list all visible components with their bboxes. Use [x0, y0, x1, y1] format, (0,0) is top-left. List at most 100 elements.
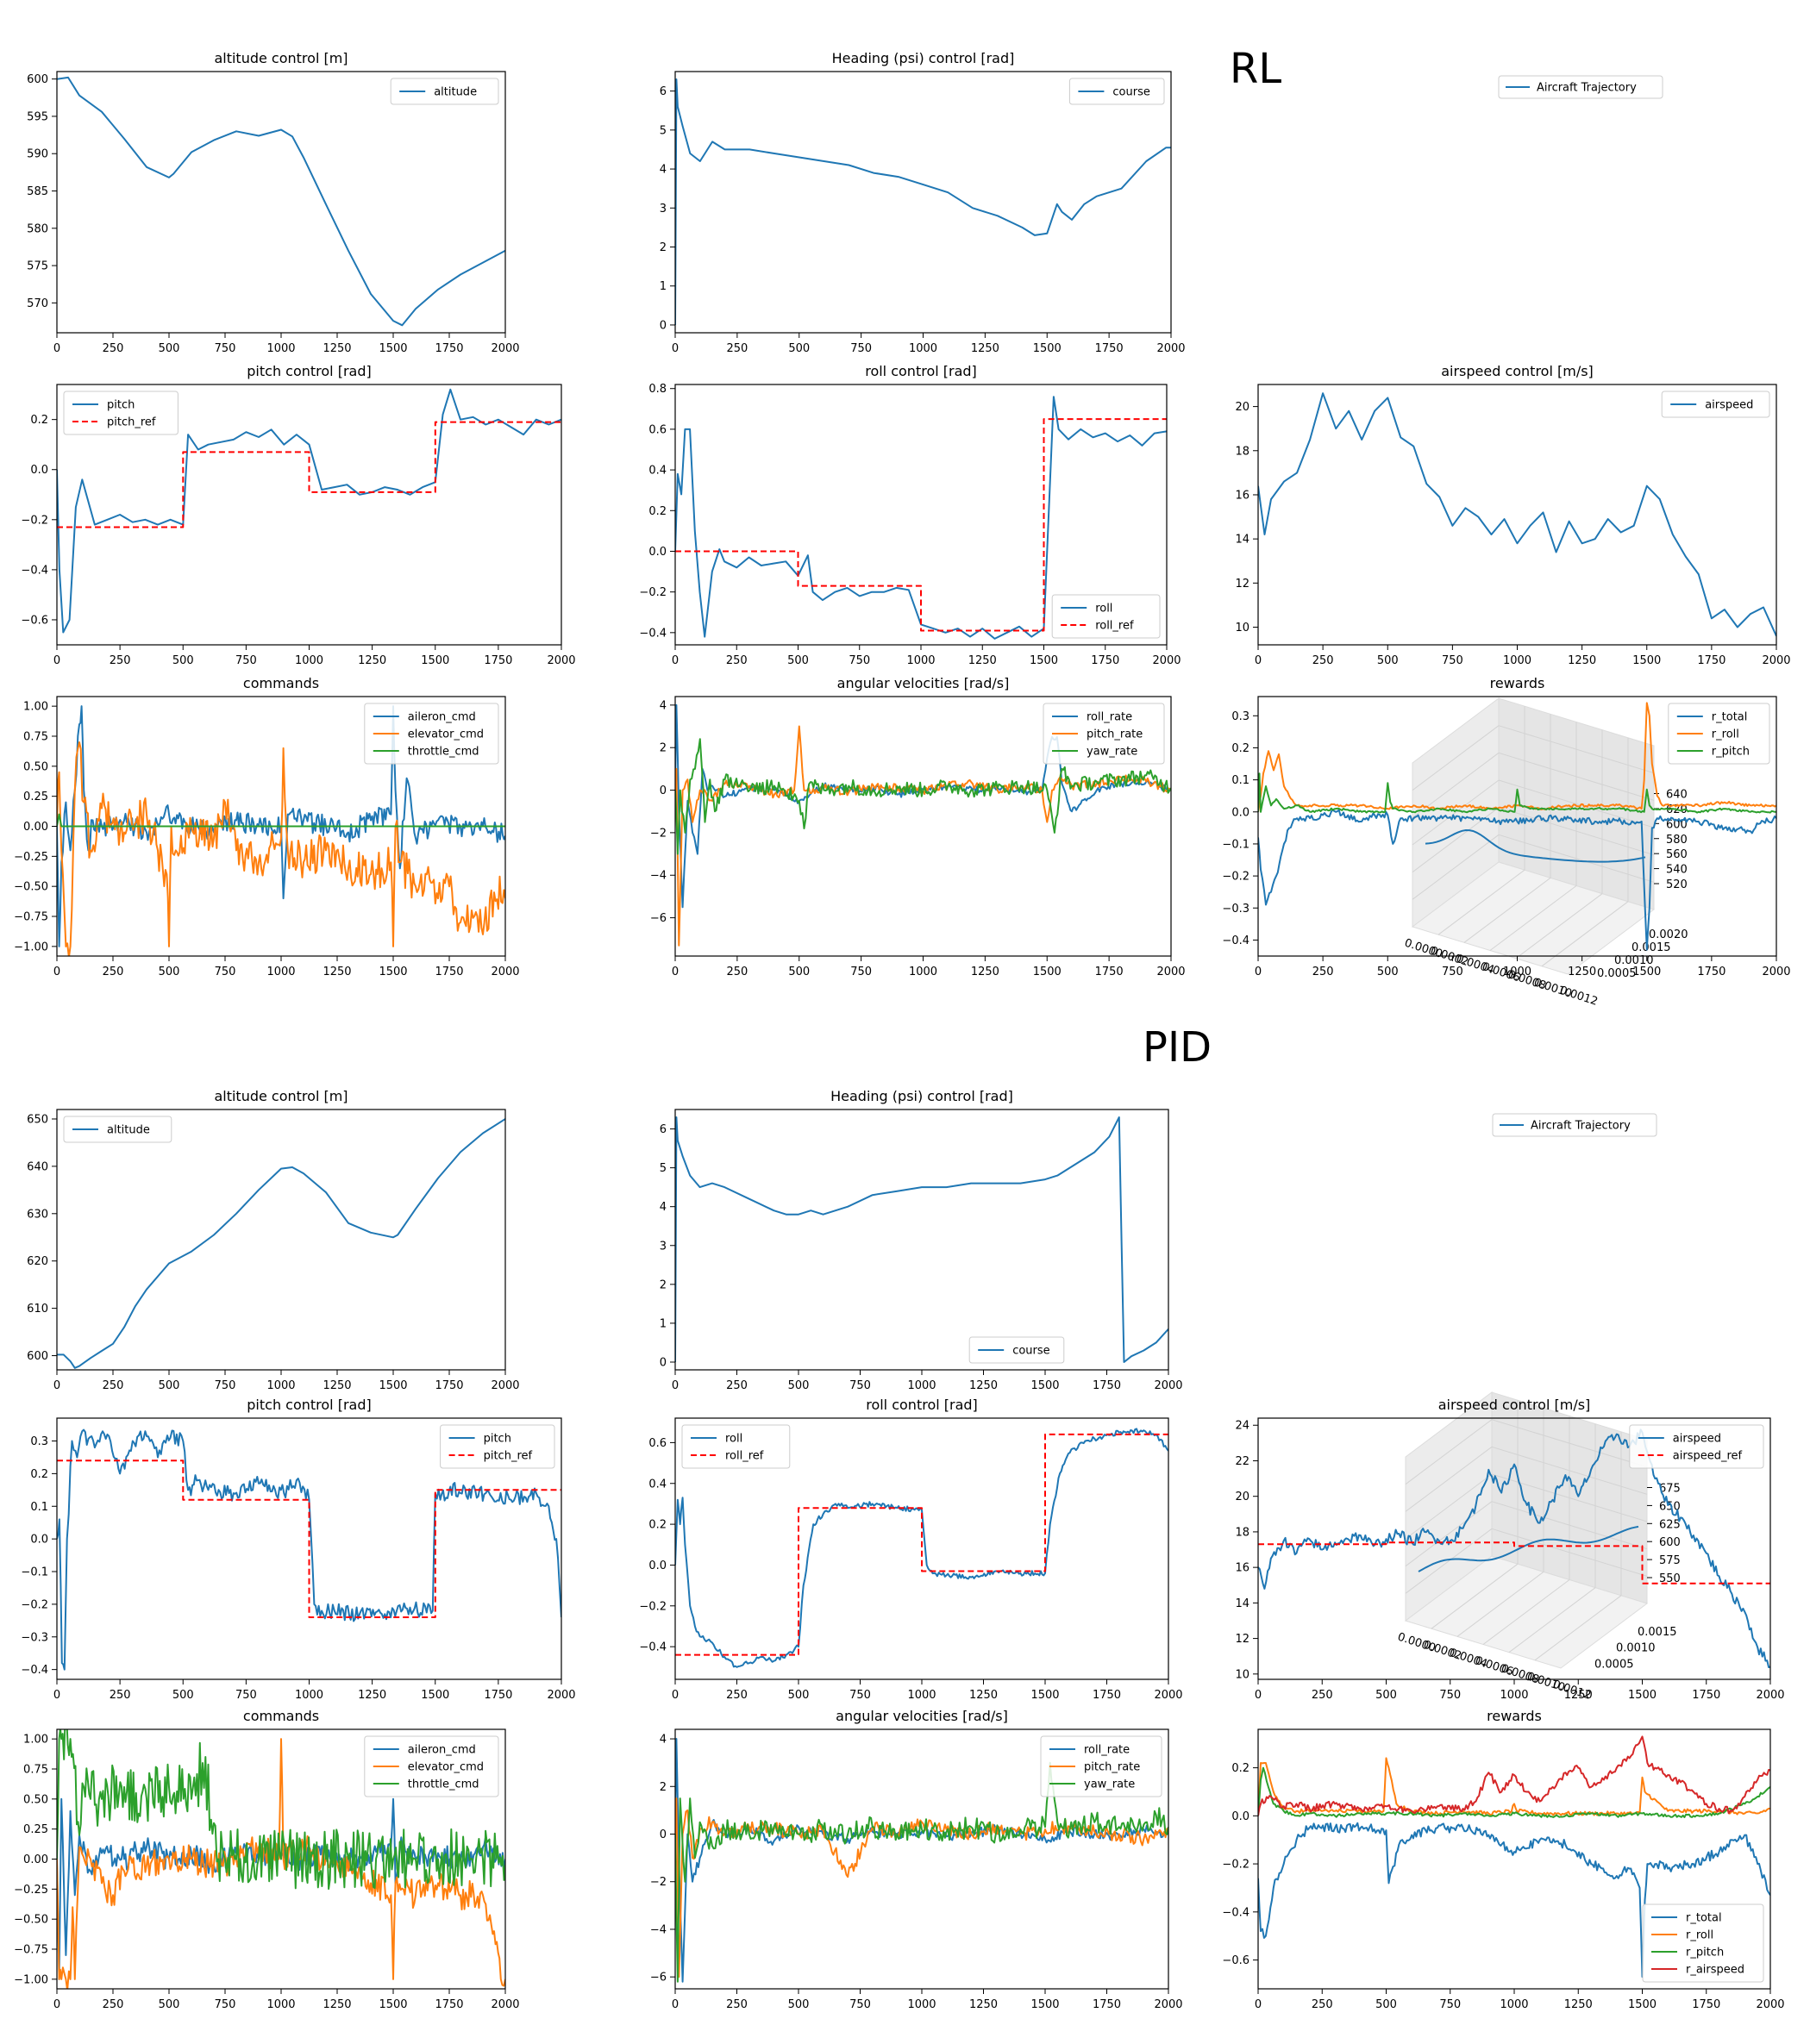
rl_airspeed-ytick-label: 16 — [1235, 489, 1249, 502]
rl_roll-xtick-label: 250 — [726, 654, 748, 667]
rl_airspeed-plot-area — [1258, 392, 1776, 637]
rl_roll-xtick-label: 0 — [672, 654, 679, 667]
pid_pitch-legend-label: pitch_ref — [484, 1450, 533, 1463]
rl_traj-ztick-label: 640 — [1666, 789, 1688, 802]
rl_commands-ytick-label: −0.25 — [14, 851, 48, 864]
pid_commands-frame — [56, 1728, 506, 1990]
pid_angular-legend-label: roll_rate — [1084, 1744, 1130, 1757]
pid_rewards-legend-label: r_total — [1686, 1912, 1722, 1925]
pid_altitude-legend-box — [63, 1116, 172, 1143]
rl_altitude-ytick-label: 590 — [27, 148, 48, 161]
pid_airspeed-ytick-label: 18 — [1235, 1526, 1249, 1539]
rl_angular-plot-area — [675, 703, 1171, 947]
rl_traj-ztick-label: 520 — [1666, 878, 1688, 891]
rl_rewards-ytick-label: −0.1 — [1222, 838, 1249, 851]
pid_traj-legend-box — [1492, 1113, 1657, 1137]
rl_rewards-plot-area — [1258, 702, 1776, 951]
pid_pitch-xtick-label: 250 — [110, 1689, 131, 1702]
rl_angular-legend-label: yaw_rate — [1087, 746, 1137, 759]
rl_traj-ztick-label: 580 — [1666, 834, 1688, 847]
rl_airspeed-chart: airspeed control [m/s] 0 250 500 750 1000 1250… — [1235, 363, 1790, 667]
rl_heading-xtick-label: 1250 — [971, 342, 999, 355]
rl_angular-xtick-label: 750 — [850, 966, 872, 978]
pid_angular-xtick-label: 750 — [849, 1998, 871, 2011]
rl_altitude-legend-label: altitude — [434, 86, 477, 99]
rl_roll-ytick-label: 0.8 — [648, 383, 667, 396]
pid_heading-ytick-label: 2 — [660, 1278, 667, 1291]
rl_roll-legend-label: roll_ref — [1095, 620, 1134, 633]
rl_pitch-xtick-label: 2000 — [547, 654, 575, 667]
rl_heading-ytick-label: 1 — [660, 280, 667, 293]
pid_airspeed-legend: airspeed airspeed_ref — [1629, 1424, 1764, 1469]
rl_angular-xtick-label: 1000 — [909, 966, 937, 978]
rl_heading-ytick-label: 5 — [660, 124, 667, 137]
pid_pitch-xtick-label: 1000 — [295, 1689, 323, 1702]
pid_roll-ytick-label: 0.6 — [648, 1437, 667, 1450]
pid_angular-legend-label: yaw_rate — [1084, 1778, 1135, 1791]
rl_pitch-xtick-label: 0 — [53, 654, 60, 667]
pid_airspeed-xtick-label: 1000 — [1500, 1689, 1528, 1702]
pid_roll-chart: roll control [rad] 0 250 500 750 1000 1250 1500… — [639, 1397, 1182, 1702]
pid_roll-xtick-label: 2000 — [1154, 1689, 1182, 1702]
pid_traj-grid — [1534, 1595, 1622, 1661]
pid_airspeed-ytick-label: 12 — [1235, 1633, 1249, 1646]
pid_roll-legend-box — [681, 1424, 791, 1469]
pid_angular-plot-area — [675, 1738, 1168, 1983]
rl_rewards-xtick-label: 750 — [1442, 966, 1463, 978]
pid_commands-ytick-label: −0.25 — [14, 1884, 48, 1897]
rl_commands-plot-area — [57, 705, 505, 956]
rl_angular-ytick-label: −4 — [650, 870, 667, 883]
pid_altitude-legend-label: altitude — [107, 1124, 150, 1137]
pid_pitch-plot-area — [57, 1428, 561, 1671]
rl_roll-xtick-label: 750 — [849, 654, 870, 667]
pid_airspeed-ytick-label: 16 — [1235, 1562, 1249, 1575]
rl_altitude-frame — [56, 71, 506, 334]
pid_airspeed-ytick-label: 10 — [1235, 1668, 1249, 1681]
rl_pitch-xtick-label: 250 — [110, 654, 131, 667]
rl_rewards-frame — [1257, 696, 1777, 957]
pid_rewards-frame — [1257, 1728, 1771, 1990]
pid_commands-series-aileron_cmd — [57, 1797, 505, 1980]
rl_commands-xtick-label: 500 — [159, 966, 180, 978]
pid_pitch-ytick-label: 0.3 — [30, 1435, 48, 1448]
pid_commands-xtick-label: 2000 — [491, 1998, 519, 2011]
rl_airspeed-xtick-label: 1000 — [1503, 654, 1531, 667]
rl_rewards-legend-label: r_pitch — [1712, 746, 1750, 759]
pid_roll-xtick-label: 1250 — [969, 1689, 998, 1702]
rl_angular-series-yaw_rate — [675, 738, 1171, 855]
pid_roll-title: roll control [rad] — [866, 1397, 978, 1413]
pid_commands-xtick-label: 1500 — [379, 1998, 407, 2011]
pid_traj-ytick-label: 0.0005 — [1594, 1658, 1634, 1671]
rl_altitude-xtick-label: 250 — [103, 342, 124, 355]
rl_roll-plot-area — [675, 396, 1167, 640]
pid_altitude-ytick-label: 600 — [27, 1350, 48, 1363]
pid_airspeed-ytick-label: 22 — [1235, 1455, 1249, 1468]
rl_airspeed-ytick-label: 10 — [1235, 622, 1249, 634]
pid_airspeed-ytick-label: 20 — [1235, 1491, 1249, 1503]
rl_commands-xtick-label: 1000 — [266, 966, 295, 978]
rl_pitch-title: pitch control [rad] — [247, 363, 371, 379]
pid_traj-ztick-label: 575 — [1659, 1554, 1681, 1567]
pid_airspeed-ytick-label: 14 — [1235, 1597, 1249, 1610]
pid_rewards-ytick-label: −0.2 — [1222, 1859, 1249, 1872]
rl_angular-ytick-label: −6 — [650, 912, 667, 925]
rl_heading-ytick-label: 2 — [660, 241, 667, 254]
rl_heading-title: Heading (psi) control [rad] — [832, 50, 1015, 66]
rl_altitude-ytick-label: 600 — [27, 73, 48, 86]
rl_traj-grid — [1515, 893, 1603, 959]
pid_rewards-plot-area — [1258, 1735, 1770, 1978]
pid_airspeed-chart: airspeed control [m/s] 0 250 500 750 1000 1250… — [1235, 1397, 1784, 1702]
pid_heading-ytick-label: 1 — [660, 1317, 667, 1330]
rl_altitude-ytick-label: 570 — [27, 297, 48, 310]
rl_commands-ytick-label: 0.00 — [23, 821, 48, 834]
pid_traj-ztick-label: 550 — [1659, 1572, 1681, 1585]
pid_rewards-legend-label: r_pitch — [1686, 1947, 1724, 1960]
rl_altitude-xtick-label: 2000 — [491, 342, 519, 355]
pid_rewards-legend: r_total r_roll r_pitch r_airspeed — [1642, 1903, 1764, 1983]
pid_roll-series-roll — [675, 1428, 1168, 1668]
pid_roll-ytick-label: −0.2 — [639, 1600, 667, 1613]
rl_airspeed-ytick-label: 14 — [1235, 534, 1249, 547]
rl_roll-ytick-label: 0.2 — [648, 505, 667, 518]
pid_traj-grid — [1456, 1571, 1544, 1637]
rl_heading-ytick-label: 6 — [660, 85, 667, 98]
